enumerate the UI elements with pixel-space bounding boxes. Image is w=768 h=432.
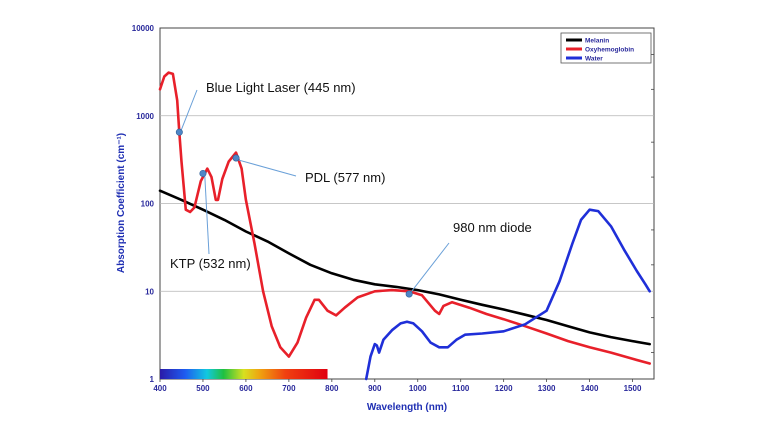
- x-tick-label: 1400: [581, 384, 599, 393]
- x-tick-label: 700: [282, 384, 296, 393]
- annotation-label: Blue Light Laser (445 nm): [206, 80, 356, 95]
- x-tick-label: 1100: [452, 384, 470, 393]
- visible-spectrum-bar: [160, 369, 328, 379]
- series-line-oxyhemoglobin: [158, 71, 651, 365]
- legend: Melanin Oxyhemoglobin Water: [560, 32, 652, 64]
- annotation-marker: [232, 154, 240, 162]
- x-axis-ticks: 400 500 600 700 800 900 1000 1100 1200 1300 1400 15…: [153, 379, 642, 393]
- legend-label-oxyhemoglobin: Oxyhemoglobin: [585, 47, 634, 54]
- annotation-arrow: [180, 89, 198, 131]
- legend-label-melanin: Melanin: [585, 38, 609, 45]
- x-tick-label: 800: [325, 384, 339, 393]
- x-tick-label: 500: [196, 384, 210, 393]
- y-axis-ticks: 1 10 100 1000 10000: [132, 24, 155, 384]
- annotation-arrow: [237, 159, 297, 177]
- annotation-layer: Blue Light Laser (445 nm) KTP (532 nm) PDL…: [170, 80, 532, 298]
- right-axis-ticks: [651, 54, 654, 353]
- annotation-marker: [175, 128, 183, 136]
- x-tick-label: 1300: [538, 384, 556, 393]
- annotation-label: 980 nm diode: [453, 220, 532, 235]
- y-tick-label: 100: [141, 200, 155, 209]
- legend-label-water: Water: [585, 56, 603, 63]
- x-tick-label: 600: [239, 384, 253, 393]
- y-axis-title: Absorption Coefficient (cm⁻¹): [116, 133, 127, 273]
- y-tick-label: 1: [150, 375, 155, 384]
- x-tick-label: 900: [368, 384, 382, 393]
- annotation-label: PDL (577 nm): [305, 170, 385, 185]
- annotation-arrow: [204, 175, 210, 255]
- x-tick-label: 1500: [624, 384, 642, 393]
- x-axis-title: Wavelength (nm): [367, 402, 447, 413]
- annotation-marker: [405, 290, 413, 298]
- y-tick-label: 10000: [132, 24, 155, 33]
- annotation-label: KTP (532 nm): [170, 256, 251, 271]
- series-layer: [158, 71, 651, 381]
- annotation-marker: [199, 169, 207, 177]
- series-line-melanin: [158, 189, 651, 346]
- annotation-arrow: [410, 242, 450, 293]
- y-tick-label: 10: [145, 287, 154, 296]
- y-tick-label: 1000: [136, 112, 154, 121]
- series-line-water: [364, 208, 651, 381]
- x-tick-label: 400: [153, 384, 167, 393]
- x-tick-label: 1200: [495, 384, 513, 393]
- x-tick-label: 1000: [409, 384, 427, 393]
